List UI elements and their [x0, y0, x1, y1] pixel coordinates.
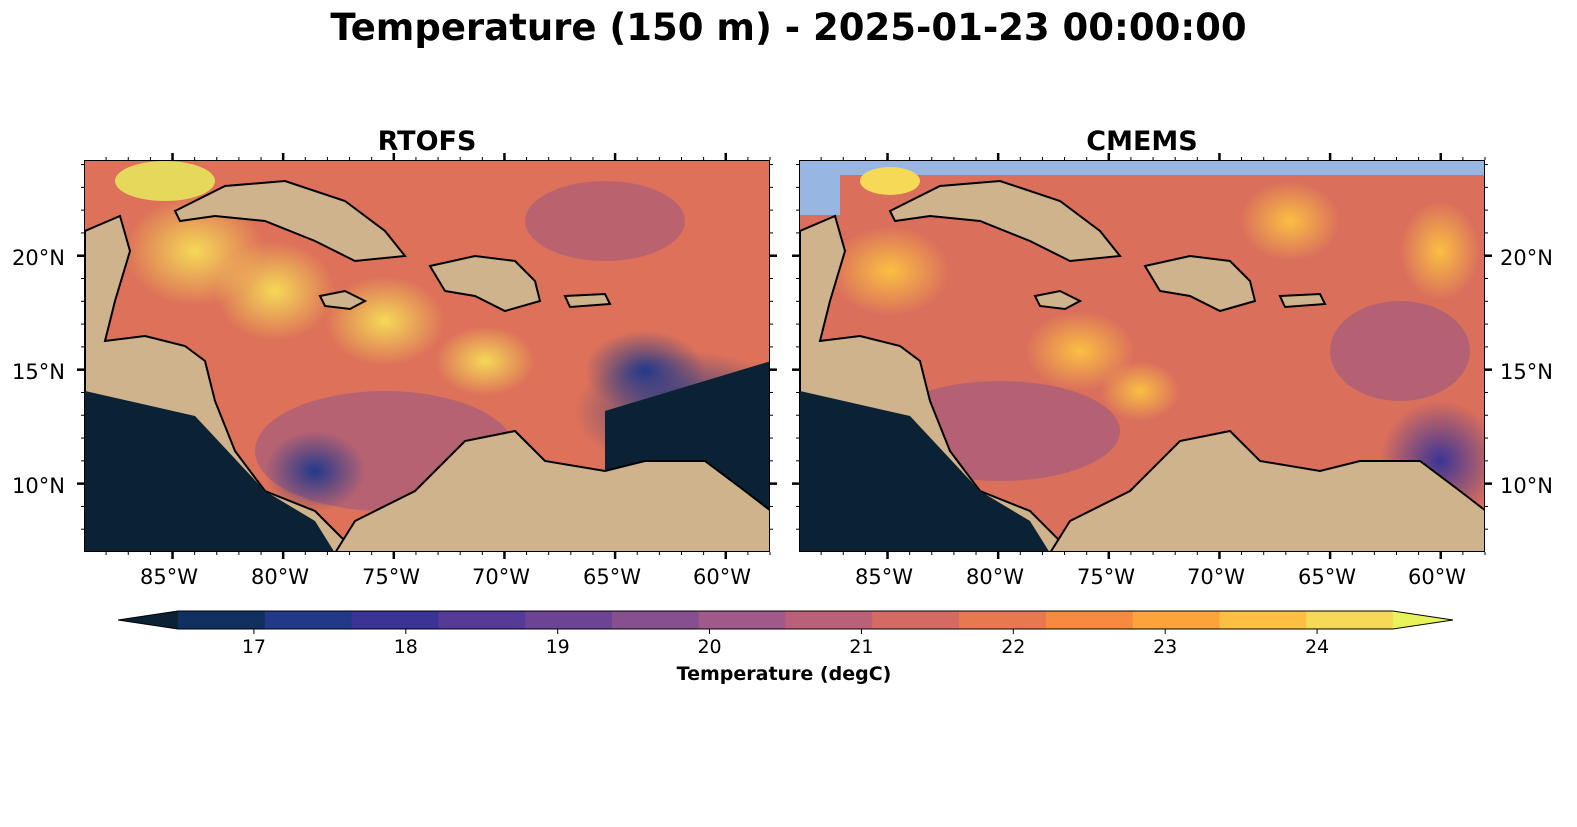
- lon-tick-label: 70°W: [1187, 565, 1245, 589]
- panel-title-cmems: CMEMS: [1086, 126, 1198, 157]
- lon-tick-label: 60°W: [693, 565, 751, 589]
- lon-tick-label: 85°W: [855, 565, 913, 589]
- colorbar-bin: [872, 611, 960, 629]
- colorbar-bin: [1306, 611, 1394, 629]
- colorbar-tick-label: 21: [849, 636, 874, 658]
- colorbar-bin: [351, 611, 439, 629]
- lon-tick-label: 75°W: [362, 565, 420, 589]
- lon-tick-label: 80°W: [251, 565, 309, 589]
- colorbar-bin: [438, 611, 526, 629]
- lon-tick-label: 60°W: [1408, 565, 1466, 589]
- colorbar-tick-label: 20: [697, 636, 722, 658]
- rtofs-temperature-field: [85, 161, 769, 551]
- colorbar-bin: [785, 611, 873, 629]
- colorbar-tick-label: 17: [241, 636, 267, 658]
- lat-tick-label: 15°N: [12, 360, 65, 384]
- colorbar-extend-min: [118, 611, 178, 629]
- colorbar-bin: [698, 611, 786, 629]
- colorbar-tick-label: 22: [1001, 636, 1026, 658]
- lon-tick-label: 65°W: [583, 565, 641, 589]
- colorbar-outline: [118, 610, 1453, 630]
- lat-tick-label: 20°N: [1500, 246, 1553, 270]
- lat-tick-label: 10°N: [1500, 474, 1553, 498]
- colorbar-bin: [959, 611, 1047, 629]
- lat-tick-label: 15°N: [1500, 360, 1553, 384]
- colorbar-bin: [178, 611, 266, 629]
- colorbar-bin: [1132, 611, 1220, 629]
- lon-tick-label: 65°W: [1298, 565, 1356, 589]
- lon-tick-label: 85°W: [140, 565, 198, 589]
- colorbar-tick-label: 19: [545, 636, 570, 658]
- panel-title-rtofs: RTOFS: [377, 126, 477, 157]
- colorbar-bin: [525, 611, 613, 629]
- colorbar-bin: [264, 611, 353, 629]
- colorbar-tick-label: 24: [1304, 636, 1330, 658]
- rtofs-map-panel: [84, 160, 770, 552]
- colorbar-tick-label: 18: [393, 636, 418, 658]
- colorbar-extend-max: [1393, 611, 1453, 629]
- figure-title: Temperature (150 m) - 2025-01-23 00:00:0…: [330, 6, 1247, 49]
- lat-tick-label: 20°N: [12, 246, 65, 270]
- lat-tick-label: 10°N: [12, 474, 65, 498]
- colorbar-label: Temperature (degC): [676, 663, 892, 685]
- cmems-temperature-field: [800, 161, 1484, 551]
- lon-tick-label: 80°W: [966, 565, 1024, 589]
- cmems-map-panel: [799, 160, 1485, 552]
- colorbar-tick-label: 23: [1153, 636, 1178, 658]
- colorbar-bin: [1045, 611, 1134, 629]
- lon-tick-label: 75°W: [1077, 565, 1135, 589]
- colorbar: [118, 610, 1453, 634]
- colorbar-bin: [611, 611, 700, 629]
- lon-tick-label: 70°W: [472, 565, 530, 589]
- colorbar-bin: [1219, 611, 1307, 629]
